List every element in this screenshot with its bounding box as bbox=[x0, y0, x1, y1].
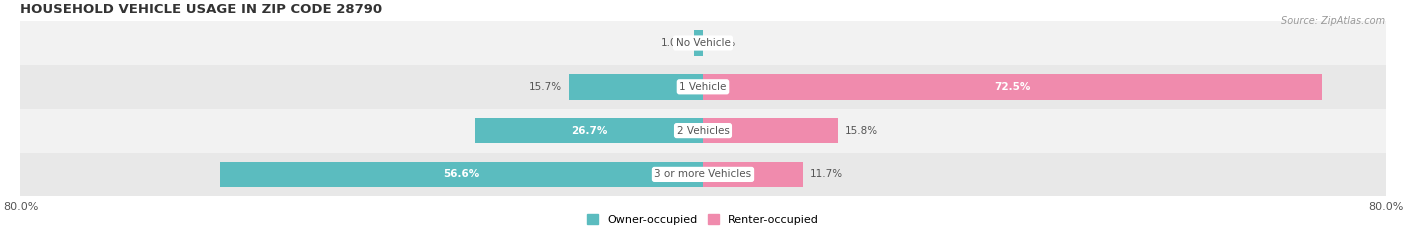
Bar bbox=[703, 118, 838, 143]
Text: 15.7%: 15.7% bbox=[529, 82, 562, 92]
Text: Source: ZipAtlas.com: Source: ZipAtlas.com bbox=[1281, 16, 1385, 26]
Text: 11.7%: 11.7% bbox=[810, 169, 842, 179]
Legend: Owner-occupied, Renter-occupied: Owner-occupied, Renter-occupied bbox=[582, 210, 824, 229]
Text: 1 Vehicle: 1 Vehicle bbox=[679, 82, 727, 92]
Text: HOUSEHOLD VEHICLE USAGE IN ZIP CODE 28790: HOUSEHOLD VEHICLE USAGE IN ZIP CODE 2879… bbox=[21, 3, 382, 16]
Text: No Vehicle: No Vehicle bbox=[675, 38, 731, 48]
Text: 26.7%: 26.7% bbox=[571, 126, 607, 136]
Text: 3 or more Vehicles: 3 or more Vehicles bbox=[654, 169, 752, 179]
Bar bbox=[21, 21, 1385, 65]
Bar bbox=[221, 162, 703, 187]
Bar bbox=[21, 109, 1385, 153]
Bar bbox=[21, 153, 1385, 196]
Text: 0.0%: 0.0% bbox=[710, 38, 737, 48]
Text: 2 Vehicles: 2 Vehicles bbox=[676, 126, 730, 136]
Bar bbox=[569, 74, 703, 99]
Text: 1.0%: 1.0% bbox=[661, 38, 688, 48]
Text: 15.8%: 15.8% bbox=[845, 126, 877, 136]
Bar bbox=[475, 118, 703, 143]
Bar bbox=[21, 65, 1385, 109]
Bar bbox=[703, 162, 803, 187]
Text: 72.5%: 72.5% bbox=[994, 82, 1031, 92]
Text: 56.6%: 56.6% bbox=[443, 169, 479, 179]
Bar bbox=[695, 30, 703, 56]
Bar bbox=[703, 74, 1322, 99]
